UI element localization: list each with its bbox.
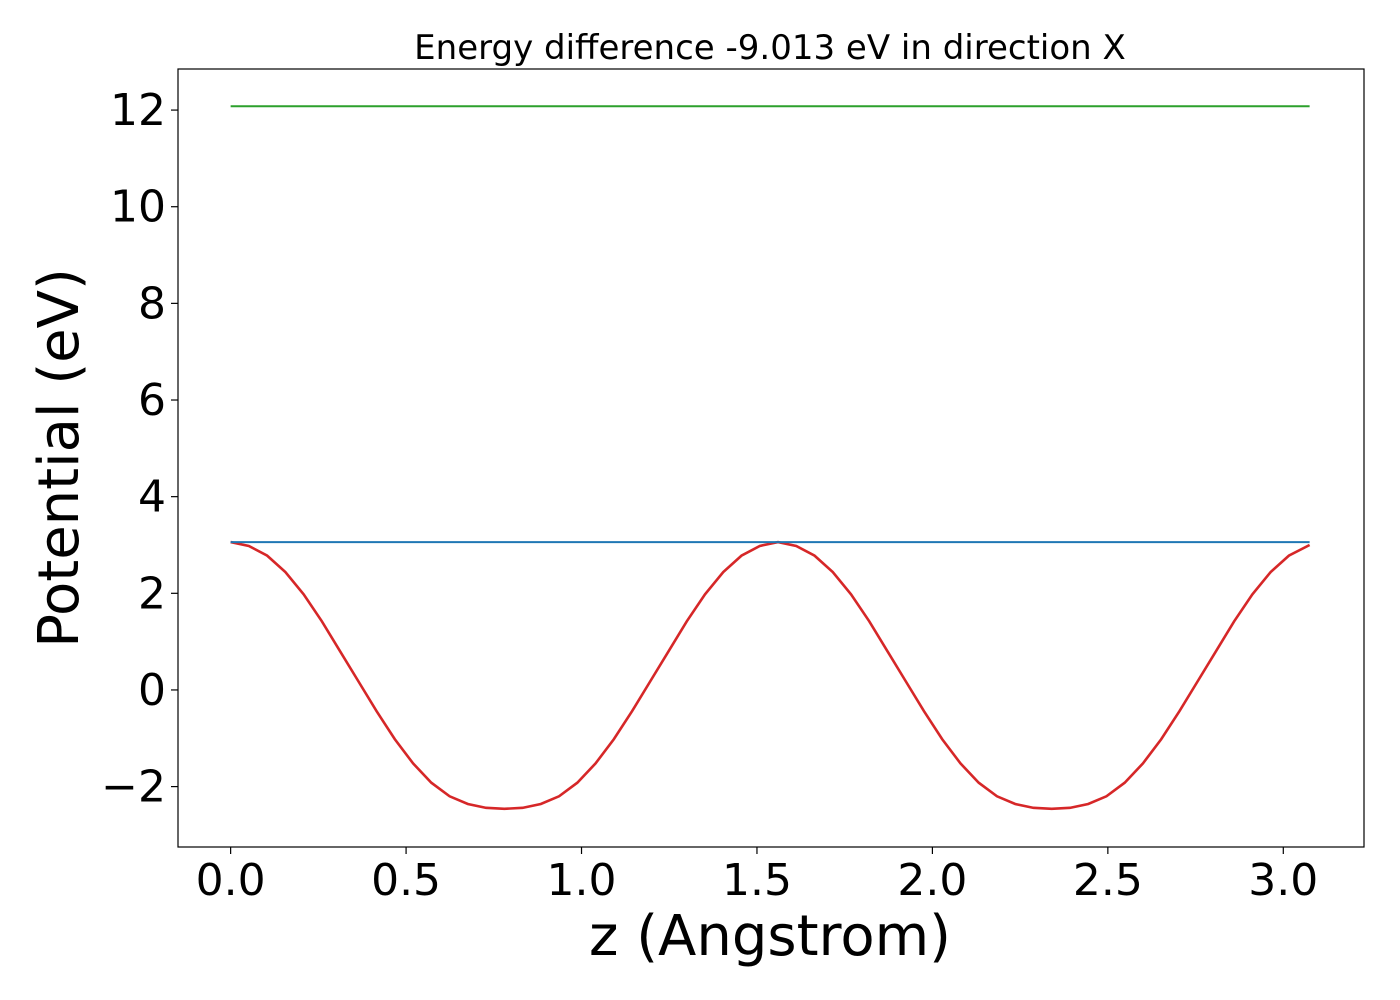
plot-area-frame	[177, 68, 1365, 848]
y-tick-label: −2	[101, 762, 166, 813]
y-axis-ticks: −2 0 2 4 6 8 10 12	[101, 85, 178, 813]
x-tick-label: 1.5	[722, 855, 792, 906]
y-tick-label: 6	[138, 375, 166, 426]
x-tick-label: 2.5	[1073, 855, 1143, 906]
x-axis-ticks: 0.0 0.5 1.0 1.5 2.0 2.5 3.0	[196, 847, 1318, 906]
y-tick-label: 8	[138, 278, 166, 329]
y-tick-label: 10	[110, 182, 166, 233]
y-tick-label: 4	[138, 472, 166, 523]
y-axis-label: Potential (eV)	[27, 268, 92, 648]
x-tick-label: 2.0	[897, 855, 967, 906]
series-layer	[230, 105, 1311, 811]
x-tick-label: 1.0	[547, 855, 617, 906]
y-tick-label: 2	[138, 568, 166, 619]
series-line-1	[230, 540, 1311, 811]
x-tick-label: 0.5	[371, 855, 441, 906]
y-tick-label: 12	[110, 85, 166, 136]
y-tick-label: 0	[138, 665, 166, 716]
chart-title: Energy difference -9.013 eV in direction…	[414, 28, 1126, 68]
x-axis-label: z (Angstrom)	[589, 904, 951, 969]
x-tick-label: 3.0	[1248, 855, 1318, 906]
x-tick-label: 0.0	[196, 855, 266, 906]
